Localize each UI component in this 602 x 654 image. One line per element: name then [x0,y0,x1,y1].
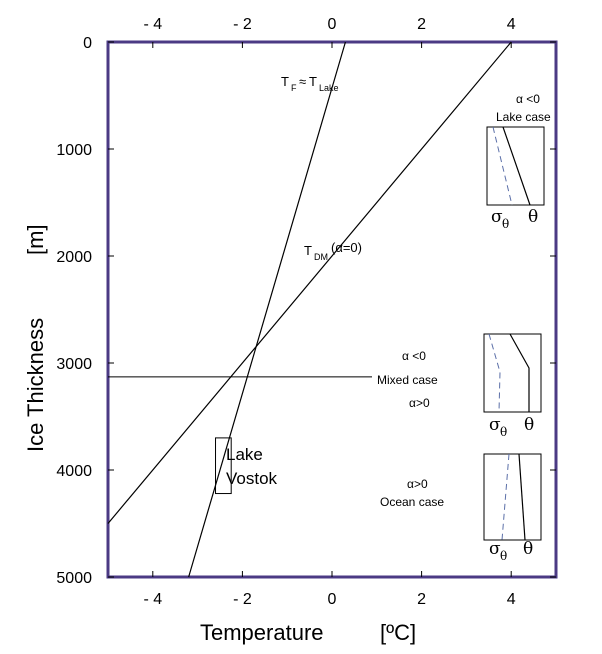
svg-text:F: F [291,83,297,93]
svg-text:θ: θ [523,539,533,559]
series-label-tdm: T DM (α=0) [304,240,362,262]
mixed-alpha-pos-label: α>0 [409,396,430,410]
y-tick-label: 5000 [56,570,92,587]
svg-text:θ: θ [502,217,509,231]
svg-text:(α=0): (α=0) [331,240,362,255]
svg-text:α <0: α <0 [516,92,540,106]
y-axis-title: Ice Thickness [23,318,48,452]
x-tick-label-top: - 4 [143,16,162,33]
x-ticks-top: - 4 - 2 0 2 4 [143,16,516,48]
x-tick-label-bottom: 4 [507,591,516,608]
inset-ocean-case: α>0 Ocean case σ θ θ [380,453,542,563]
y-tick-label: 1000 [56,142,92,159]
y-tick-label: 2000 [56,249,92,266]
x-tick-label-bottom: 0 [328,591,337,608]
svg-text:σ: σ [489,539,501,559]
x-tick-label-top: - 2 [233,16,252,33]
svg-text:θ: θ [500,549,507,563]
svg-text:≈: ≈ [299,74,306,89]
svg-text:θ: θ [524,415,534,435]
y-tick-label: 0 [83,35,92,52]
inset-mixed-case: σ θ θ [483,333,542,439]
svg-text:T: T [309,74,317,89]
series-label-tf: T F ≈ T Lake [281,74,339,93]
y-tick-label: 3000 [56,356,92,373]
lake-vostok-box [215,437,232,495]
y-axis-unit: [m] [23,224,48,255]
x-axis-title: Temperature [200,620,324,645]
x-tick-label-bottom: 2 [417,591,426,608]
svg-text:T: T [281,74,289,89]
lake-vostok-label-1: Lake [226,445,263,464]
series-line-tf [188,41,347,578]
x-axis-unit: [ºC] [380,620,416,645]
svg-text:θ: θ [500,425,507,439]
x-tick-label-top: 2 [417,16,426,33]
svg-text:α>0: α>0 [407,477,428,491]
y-tick-label: 4000 [56,463,92,480]
svg-text:Ocean case: Ocean case [380,495,444,509]
series-lines [107,41,512,578]
mixed-case-label: Mixed case [377,373,438,387]
x-ticks-bottom: - 4 - 2 0 2 4 [143,571,516,608]
svg-text:Lake: Lake [319,83,339,93]
lake-vostok-label-2: Vostok [226,469,278,488]
svg-text:θ: θ [528,207,538,227]
svg-text:σ: σ [491,207,503,227]
inset-lake-case: α <0 Lake case σ θ θ [486,92,551,231]
series-line-tdm [107,41,512,524]
svg-text:T: T [304,243,312,258]
x-tick-label-bottom: - 2 [233,591,252,608]
mixed-alpha-neg-label: α <0 [402,349,426,363]
x-tick-label-bottom: - 4 [143,591,162,608]
y-ticks: 0 1000 2000 3000 4000 5000 [56,35,556,587]
x-tick-label-top: 4 [507,16,516,33]
svg-text:σ: σ [489,415,501,435]
x-tick-label-top: 0 [328,16,337,33]
svg-text:Lake case: Lake case [496,110,551,124]
svg-text:DM: DM [314,252,328,262]
